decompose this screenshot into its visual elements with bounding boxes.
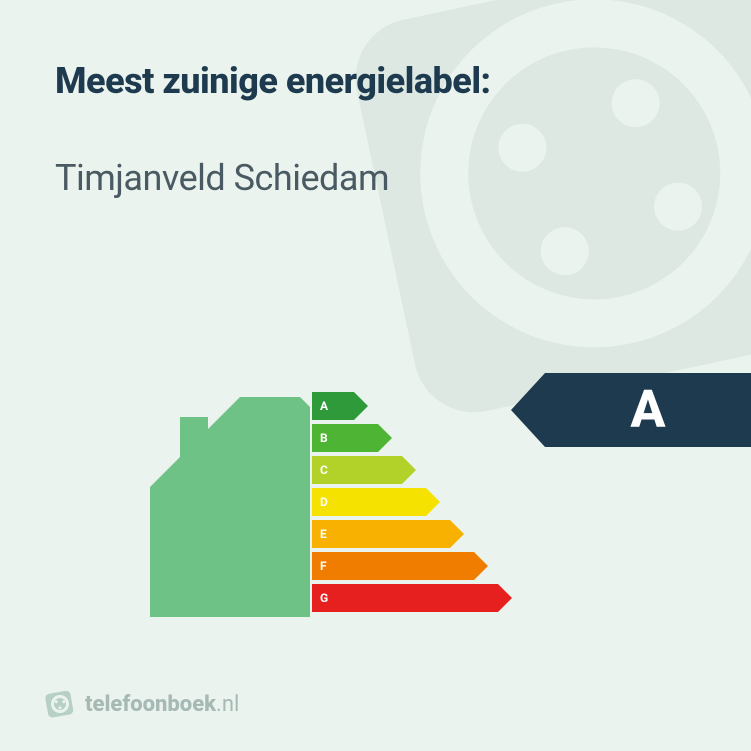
energy-bar-label: B bbox=[320, 424, 328, 452]
energy-bar-label: G bbox=[320, 584, 328, 612]
footer-brand: telefoonboek.nl bbox=[45, 689, 239, 719]
energy-bar-label: E bbox=[320, 520, 327, 548]
footer-text: telefoonboek.nl bbox=[85, 692, 239, 717]
rating-badge: A bbox=[511, 373, 751, 447]
energy-bar-label: C bbox=[320, 456, 328, 484]
footer-brand-tld: .nl bbox=[216, 692, 239, 717]
phonebook-icon bbox=[45, 689, 75, 719]
house-icon bbox=[150, 397, 310, 621]
page-title: Meest zuinige energielabel: bbox=[55, 60, 696, 102]
energy-label-chart: ABCDEFG A bbox=[0, 355, 751, 635]
energy-bar-label: D bbox=[320, 488, 328, 516]
energy-bar-label: A bbox=[320, 392, 328, 420]
footer-brand-name: telefoonboek bbox=[85, 692, 216, 717]
location-name: Timjanveld Schiedam bbox=[55, 157, 696, 199]
energy-bar-label: F bbox=[320, 552, 327, 580]
rating-letter: A bbox=[545, 373, 751, 447]
